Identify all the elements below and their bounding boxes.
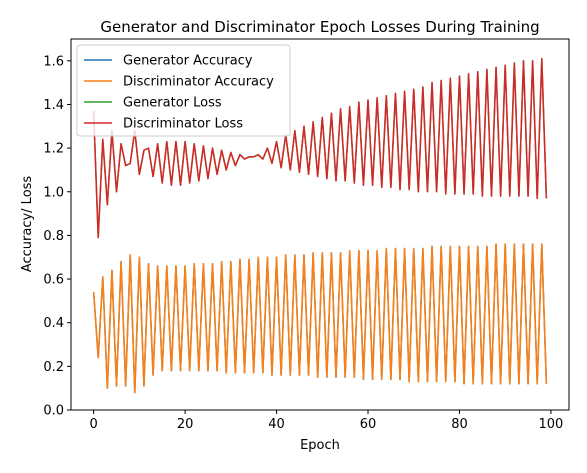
y-tick-label-3: 0.6 [43, 273, 64, 288]
x-tick-label-1: 20 [177, 417, 194, 432]
series-line-3 [92, 57, 548, 239]
x-tick-label-2: 40 [268, 417, 285, 432]
legend: Generator Accuracy Discriminator Accuracy… [76, 44, 291, 137]
y-tick-label-6: 1.2 [43, 142, 64, 157]
x-tick-label-5: 100 [539, 417, 564, 432]
y-tick-label-4: 0.8 [43, 229, 64, 244]
y-tick-label-0: 0.0 [43, 404, 64, 419]
legend-label-2: Generator Loss [123, 96, 222, 111]
x-axis-label: Epoch [300, 438, 340, 453]
chart-title: Generator and Discriminator Epoch Losses… [100, 18, 539, 36]
legend-label-3: Discriminator Loss [123, 117, 243, 132]
y-tick-label-8: 1.6 [43, 54, 64, 69]
y-tick-label-2: 0.4 [43, 316, 64, 331]
y-tick-label-5: 1.0 [43, 185, 64, 200]
legend-label-0: Generator Accuracy [123, 54, 253, 69]
legend-box [76, 44, 291, 137]
y-tick-label-7: 1.4 [43, 98, 64, 113]
x-axis: 0 20 40 60 80 100 [89, 410, 563, 432]
legend-label-1: Discriminator Accuracy [123, 75, 274, 90]
x-tick-label-3: 60 [360, 417, 377, 432]
series-layer [92, 57, 548, 394]
series-line-1 [92, 243, 548, 394]
y-axis-label: Accuracy/ Loss [20, 176, 35, 273]
y-tick-label-1: 0.2 [43, 360, 64, 375]
y-axis: 0.0 0.2 0.4 0.6 0.8 1.0 1.2 1.4 1.6 [43, 54, 71, 419]
x-tick-label-0: 0 [89, 417, 97, 432]
x-tick-label-4: 80 [451, 417, 468, 432]
axes-frame [70, 38, 570, 411]
